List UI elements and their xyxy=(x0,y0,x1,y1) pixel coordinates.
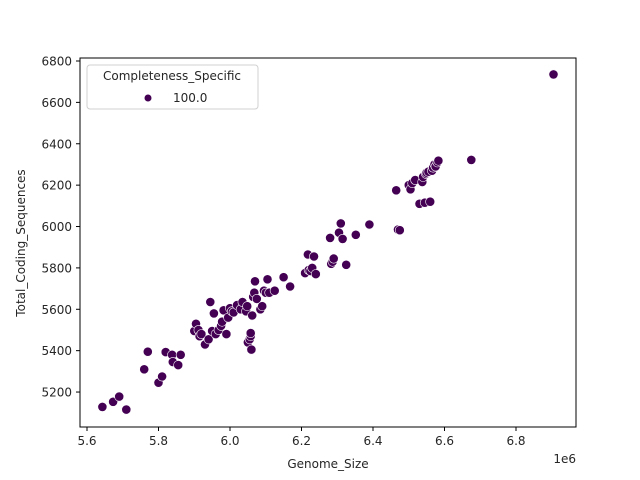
data-point xyxy=(341,259,352,270)
x-axis-ticks: 5.6 5.8 6.0 6.2 6.4 6.6 6.8 xyxy=(77,427,526,448)
data-point xyxy=(269,285,280,296)
data-point xyxy=(309,251,319,262)
data-point xyxy=(328,253,339,264)
x-tick-label: 6.4 xyxy=(363,434,382,448)
x-tick-label: 6.0 xyxy=(220,434,239,448)
x-tick-label: 6.8 xyxy=(506,434,525,448)
y-tick-label: 6000 xyxy=(41,220,72,234)
y-tick-label: 6400 xyxy=(41,137,72,151)
x-tick-label: 5.6 xyxy=(77,434,96,448)
data-point xyxy=(173,360,184,370)
data-point xyxy=(433,155,444,166)
y-axis-ticks: 5200 5400 5600 5800 6000 6200 6400 6600 6800 xyxy=(41,55,80,400)
data-point xyxy=(242,301,253,312)
data-point xyxy=(221,329,232,339)
y-tick-label: 5600 xyxy=(41,303,72,317)
data-point xyxy=(247,310,258,321)
x-tick-label: 6.2 xyxy=(292,434,311,448)
x-axis-offset-label: 1e6 xyxy=(553,452,576,466)
legend: Completeness_Specific 100.0 xyxy=(86,64,259,110)
y-tick-label: 6200 xyxy=(41,179,72,193)
data-point xyxy=(121,404,132,415)
data-point xyxy=(337,233,348,244)
data-point xyxy=(335,218,346,229)
data-point xyxy=(391,185,402,196)
legend-entry-label: 100.0 xyxy=(173,91,207,105)
data-point xyxy=(205,297,216,307)
x-axis-label: Genome_Size xyxy=(287,457,368,471)
data-point xyxy=(285,281,295,292)
y-tick-label: 6600 xyxy=(41,96,72,110)
data-point xyxy=(466,154,477,165)
x-tick-label: 5.8 xyxy=(149,434,168,448)
data-point xyxy=(114,391,125,402)
data-point xyxy=(142,346,153,357)
data-point xyxy=(350,229,361,240)
data-point xyxy=(310,269,321,279)
data-point xyxy=(245,328,256,338)
data-point xyxy=(325,232,335,243)
data-point xyxy=(246,344,257,355)
data-point xyxy=(262,274,273,285)
data-point xyxy=(394,225,405,236)
y-axis-label: Total_Coding_Sequences xyxy=(14,169,28,317)
data-point xyxy=(548,69,559,80)
data-point xyxy=(250,276,260,287)
legend-box xyxy=(86,64,259,110)
legend-title: Completeness_Specific xyxy=(103,69,241,83)
data-point xyxy=(139,364,150,375)
y-tick-label: 5800 xyxy=(41,261,72,275)
x-tick-label: 6.6 xyxy=(435,434,454,448)
data-points xyxy=(97,69,559,415)
data-point xyxy=(175,349,186,360)
data-point xyxy=(364,219,375,230)
data-point xyxy=(278,272,289,283)
y-tick-label: 5400 xyxy=(41,344,72,358)
data-point xyxy=(196,329,207,339)
data-point xyxy=(157,371,167,382)
data-point xyxy=(203,334,214,345)
axes-frame xyxy=(79,57,577,428)
data-point xyxy=(97,401,108,412)
data-point xyxy=(208,308,219,319)
legend-marker-icon xyxy=(144,94,152,102)
data-point xyxy=(257,301,268,312)
data-point xyxy=(251,293,262,304)
data-point xyxy=(425,196,436,207)
y-tick-label: 6800 xyxy=(41,55,72,69)
y-tick-label: 5200 xyxy=(41,386,72,400)
